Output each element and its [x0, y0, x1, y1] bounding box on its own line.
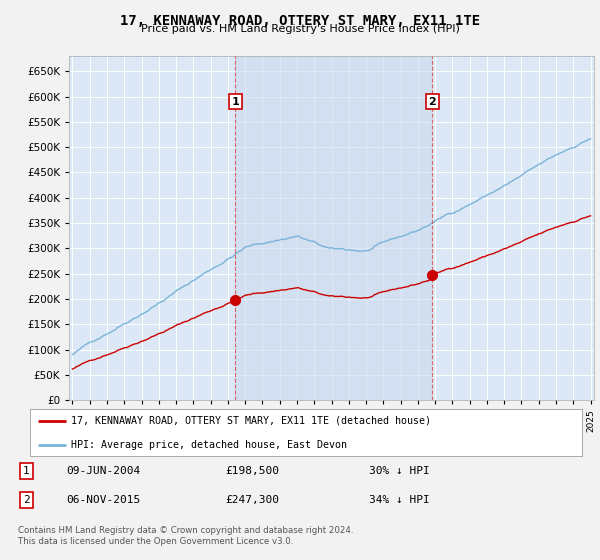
- Text: 1: 1: [23, 466, 30, 476]
- Text: 30% ↓ HPI: 30% ↓ HPI: [369, 466, 430, 476]
- Text: Contains HM Land Registry data © Crown copyright and database right 2024.
This d: Contains HM Land Registry data © Crown c…: [18, 526, 353, 546]
- Text: 1: 1: [232, 96, 239, 106]
- Text: HPI: Average price, detached house, East Devon: HPI: Average price, detached house, East…: [71, 440, 347, 450]
- Bar: [235, 56, 433, 400]
- Text: 17, KENNAWAY ROAD, OTTERY ST MARY, EX11 1TE: 17, KENNAWAY ROAD, OTTERY ST MARY, EX11 …: [120, 14, 480, 28]
- Text: 34% ↓ HPI: 34% ↓ HPI: [369, 495, 430, 505]
- Text: £198,500: £198,500: [225, 466, 279, 476]
- Text: 17, KENNAWAY ROAD, OTTERY ST MARY, EX11 1TE (detached house): 17, KENNAWAY ROAD, OTTERY ST MARY, EX11 …: [71, 416, 431, 426]
- Text: 2: 2: [23, 495, 30, 505]
- Text: £247,300: £247,300: [225, 495, 279, 505]
- Text: 06-NOV-2015: 06-NOV-2015: [67, 495, 141, 505]
- Text: 2: 2: [428, 96, 436, 106]
- Text: Price paid vs. HM Land Registry's House Price Index (HPI): Price paid vs. HM Land Registry's House …: [140, 24, 460, 34]
- Text: 09-JUN-2004: 09-JUN-2004: [67, 466, 141, 476]
